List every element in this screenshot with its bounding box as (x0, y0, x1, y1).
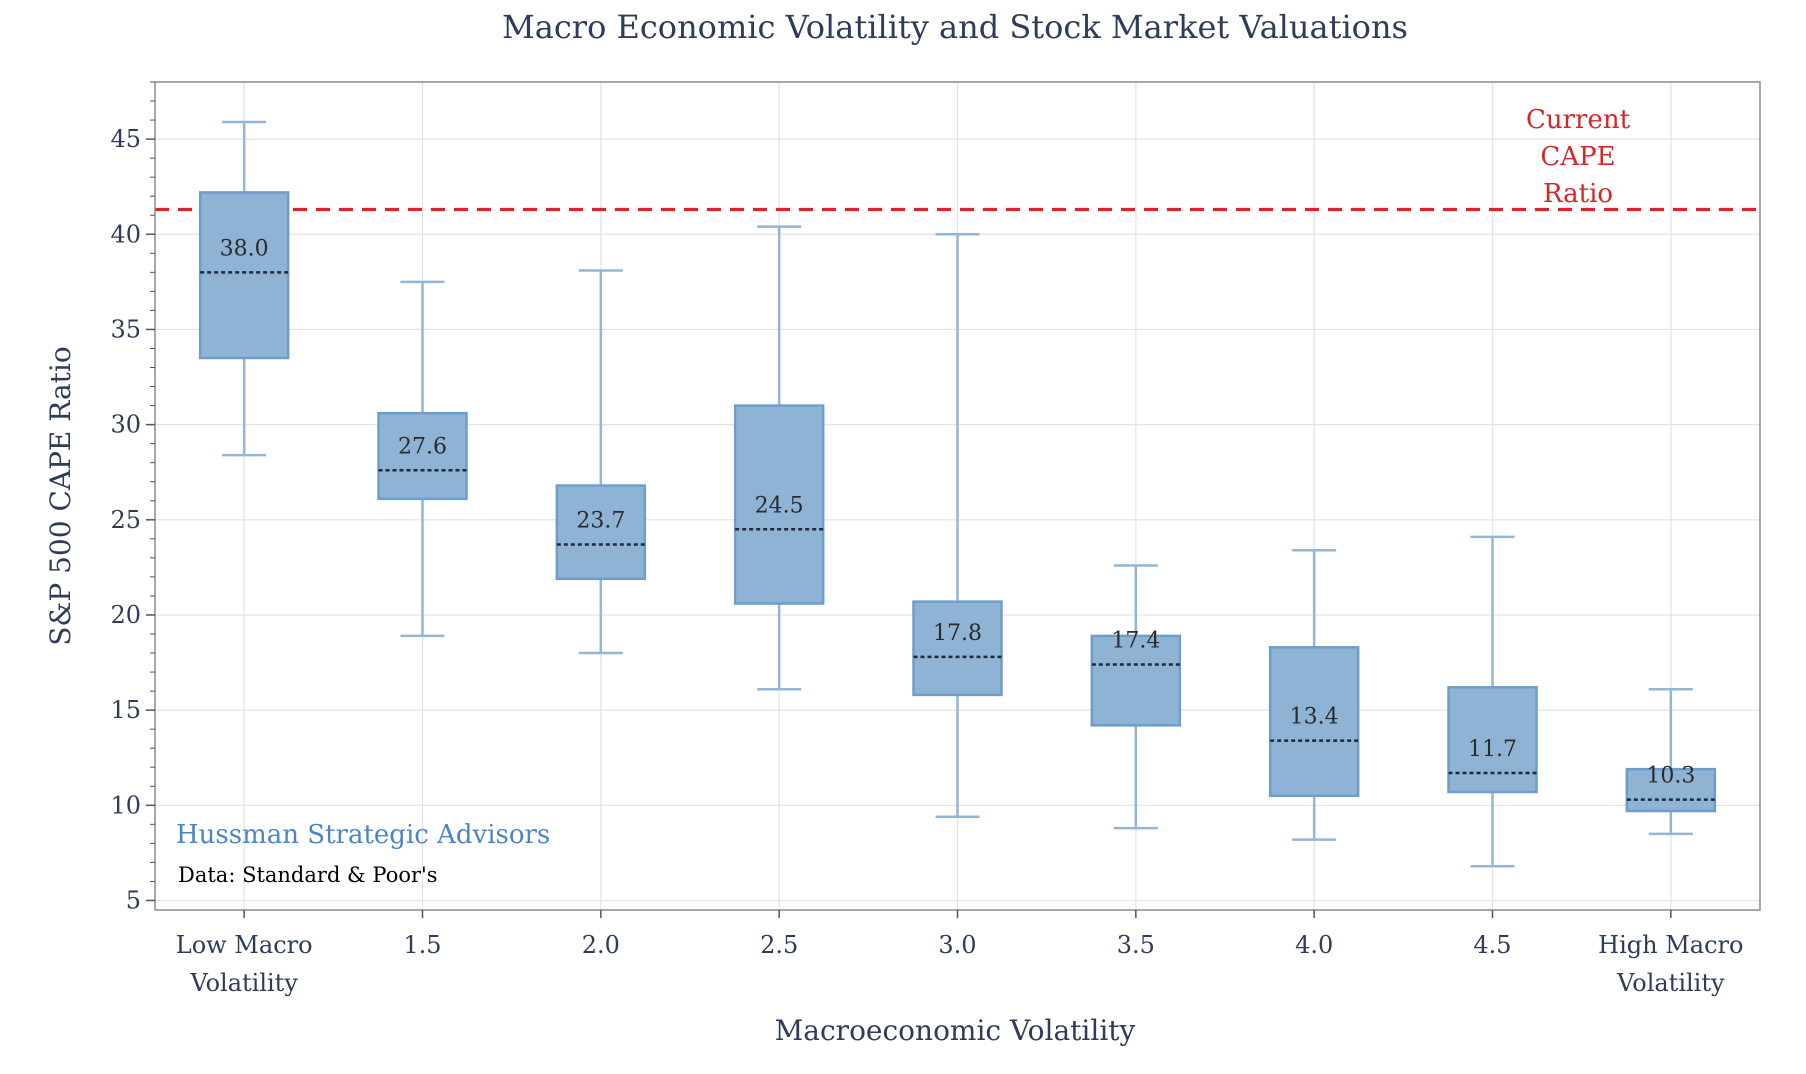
x-tick-label-line: 4.5 (1473, 931, 1511, 959)
box-group: 11.7 (1447, 535, 1538, 868)
x-tick-label-line: Volatility (1616, 969, 1725, 997)
x-tick-label-line: 3.5 (1117, 931, 1155, 959)
box-group: 27.6 (377, 280, 468, 638)
y-tick-label: 10 (110, 791, 141, 819)
iqr-box (1447, 686, 1538, 794)
x-tick-label-line: High Macro (1598, 931, 1743, 959)
median-label: 10.3 (1646, 764, 1695, 789)
y-tick-label: 5 (126, 886, 141, 914)
box-group: 13.4 (1268, 548, 1360, 841)
x-tick-label-line: 2.0 (582, 931, 620, 959)
iqr-box (198, 191, 290, 360)
median-label: 17.4 (1111, 628, 1160, 653)
x-tick-label-line: 2.5 (760, 931, 798, 959)
current-cape-label-line: CAPE (1540, 142, 1615, 172)
x-tick-label: 4.0 (1295, 931, 1333, 959)
x-tick-label: 2.5 (760, 931, 798, 959)
y-tick-label: 35 (110, 315, 141, 343)
median-label: 27.6 (398, 434, 447, 459)
iqr-box (377, 411, 468, 501)
median-label: 38.0 (220, 236, 269, 261)
x-tick-label: 4.5 (1473, 931, 1511, 959)
y-tick-label: 30 (110, 411, 141, 439)
x-tick-label: High Macro Volatility (1598, 931, 1743, 997)
iqr-box (1625, 767, 1717, 813)
box-group: 24.5 (733, 225, 825, 691)
x-tick-label-line: 3.0 (938, 931, 976, 959)
y-tick-label: 15 (110, 696, 141, 724)
y-tick-label: 45 (110, 125, 141, 153)
x-tick-label-line: Low Macro (176, 931, 313, 959)
iqr-box (1268, 646, 1360, 798)
axis-layer: 5 10 15 20 25 30 35 40 45 Low Macro Volatility 1.5 2… (110, 81, 1743, 997)
x-axis-label: Macroeconomic Volatility (775, 1014, 1136, 1047)
box-group: 17.4 (1090, 564, 1182, 830)
current-cape-label-line: Current (1526, 105, 1631, 135)
x-tick-label: 1.5 (403, 931, 441, 959)
box-group: 17.8 (912, 233, 1003, 818)
median-label: 17.8 (933, 621, 982, 646)
x-tick-label: 3.5 (1117, 931, 1155, 959)
box-group: 23.7 (555, 269, 647, 655)
median-label: 11.7 (1468, 737, 1517, 762)
box-layer: 38.0 27.6 23.7 24.5 17.8 17.4 13.4 11.7 10.3 (198, 120, 1717, 868)
brand-annotation: Hussman Strategic Advisors (176, 820, 550, 850)
box-group: 38.0 (198, 120, 290, 457)
chart-title: Macro Economic Volatility and Stock Mark… (502, 8, 1408, 46)
median-label: 23.7 (576, 509, 625, 534)
x-tick-label: Low Macro Volatility (176, 931, 313, 997)
y-axis-label: S&P 500 CAPE Ratio (44, 346, 77, 646)
iqr-box (555, 484, 647, 581)
current-cape-label-line: Ratio (1543, 179, 1613, 209)
iqr-box (733, 404, 825, 605)
x-tick-label-line: 1.5 (403, 931, 441, 959)
reference-layer: Current CAPE Ratio (155, 105, 1760, 212)
iqr-box (912, 600, 1003, 697)
y-tick-label: 25 (110, 506, 141, 534)
y-tick-label: 20 (110, 601, 141, 629)
x-tick-label-line: 4.0 (1295, 931, 1333, 959)
median-label: 24.5 (755, 493, 804, 518)
median-label: 13.4 (1290, 705, 1339, 730)
iqr-box (1090, 634, 1182, 727)
current-cape-label: Current CAPE Ratio (1526, 105, 1631, 209)
source-annotation: Data: Standard & Poor's (178, 863, 438, 887)
y-tick-label: 40 (110, 220, 141, 248)
box-group: 10.3 (1625, 687, 1717, 836)
x-tick-label: 3.0 (938, 931, 976, 959)
x-tick-label-line: Volatility (189, 969, 298, 997)
x-tick-label: 2.0 (582, 931, 620, 959)
